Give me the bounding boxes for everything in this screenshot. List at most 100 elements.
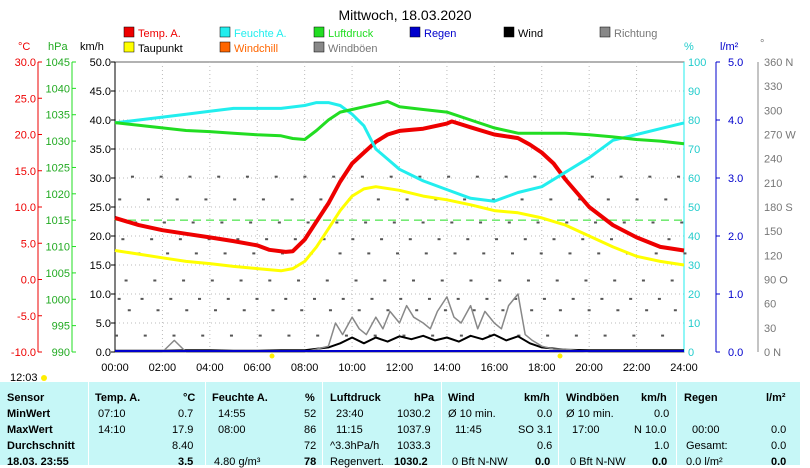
direction-point — [664, 198, 668, 201]
direction-point — [159, 175, 163, 178]
direction-point — [600, 297, 604, 300]
direction-point — [402, 334, 406, 337]
direction-point — [654, 252, 658, 255]
x-tick-label: 24:00 — [670, 362, 698, 374]
legend-label: Regen — [424, 28, 456, 40]
direction-tick-label: 60 — [764, 299, 776, 311]
direction-point — [431, 334, 435, 337]
legend-swatch — [313, 41, 325, 53]
direction-point — [124, 279, 128, 282]
legend-swatch — [503, 26, 515, 38]
x-tick-label: 02:00 — [149, 362, 177, 374]
direction-point — [223, 252, 227, 255]
wind-tick-label: 40.0 — [90, 115, 111, 127]
direction-point — [549, 198, 553, 201]
direction-point — [140, 297, 144, 300]
direction-point — [510, 252, 514, 255]
cell: 00:00 — [692, 424, 720, 436]
direction-point — [239, 279, 243, 282]
direction-point — [683, 252, 687, 255]
direction-point — [587, 309, 591, 312]
direction-point — [130, 175, 134, 178]
direction-point — [523, 238, 527, 241]
direction-point — [680, 221, 684, 224]
x-tick-label: 16:00 — [481, 362, 509, 374]
humidity-tick-label: 30 — [688, 260, 700, 272]
direction-point — [447, 175, 451, 178]
pressure-tick-label: 1015 — [46, 215, 70, 227]
direction-point — [360, 175, 364, 178]
direction-point — [245, 175, 249, 178]
direction-point — [172, 334, 176, 337]
direction-point — [380, 238, 384, 241]
direction-point — [443, 309, 447, 312]
temp-unit: °C — [183, 392, 196, 404]
direction-point — [437, 238, 441, 241]
direction-point — [185, 309, 189, 312]
wind-unit: km/h — [524, 392, 550, 404]
x-tick-label: 20:00 — [575, 362, 603, 374]
direction-point — [287, 334, 291, 337]
direction-point — [651, 221, 655, 224]
rain-header: Regen — [684, 392, 718, 404]
cell: 14:55 — [218, 408, 246, 420]
direction-point — [667, 238, 671, 241]
humidity-tick-label: 0 — [688, 347, 694, 359]
direction-point — [364, 221, 368, 224]
cell: ^3.3hPa/h — [330, 440, 380, 452]
direction-point — [427, 297, 431, 300]
direction-point — [463, 198, 467, 201]
direction-point — [609, 238, 613, 241]
direction-point — [466, 238, 470, 241]
humidity-tick-label: 20 — [688, 289, 700, 301]
direction-point — [316, 334, 320, 337]
direction-point — [613, 279, 617, 282]
direction-point — [635, 198, 639, 201]
temp-tick-label: 5.0 — [21, 238, 36, 250]
direction-point — [392, 221, 396, 224]
direction-point — [153, 279, 157, 282]
direction-tick-label: 240 — [764, 154, 782, 166]
direction-tick-label: 360 N — [764, 57, 793, 69]
humidity-axis-unit: % — [684, 41, 694, 53]
direction-point — [115, 334, 118, 337]
direction-point — [453, 252, 457, 255]
rain-unit: l/m² — [766, 392, 786, 404]
direction-point — [268, 279, 272, 282]
direction-point — [594, 221, 598, 224]
cell: 23:40 — [336, 408, 364, 420]
cell: 17.9 — [172, 424, 194, 436]
direction-point — [156, 309, 160, 312]
humidity-header: Feuchte A. — [212, 392, 268, 404]
direction-point — [456, 297, 460, 300]
cell: 0.0 — [654, 408, 670, 420]
temp-tick-label: 10.0 — [15, 202, 36, 214]
direction-point — [236, 238, 240, 241]
direction-point — [127, 309, 131, 312]
cell: 0.0 — [537, 408, 553, 420]
temp-tick-label: 30.0 — [15, 57, 36, 69]
wind-tick-label: 45.0 — [90, 86, 111, 98]
legend-label: Windböen — [328, 43, 378, 55]
wind-tick-label: 35.0 — [90, 144, 111, 156]
direction-tick-label: 330 — [764, 81, 782, 93]
direction-point — [357, 309, 361, 312]
temp-a-line — [114, 119, 685, 254]
legend-swatch — [219, 26, 231, 38]
legend-swatch — [123, 26, 135, 38]
direction-point — [351, 238, 355, 241]
pressure-tick-label: 1045 — [46, 57, 70, 69]
direction-point — [396, 252, 400, 255]
direction-point — [332, 175, 336, 178]
sunrise-icon — [269, 353, 275, 359]
cell: Ø 10 min. — [566, 408, 614, 420]
weather-chart: Mittwoch, 18.03.2020 Temp. A. Feuchte A. Lu… — [10, 7, 796, 382]
direction-point — [389, 175, 393, 178]
direction-point — [306, 221, 310, 224]
direction-point — [210, 279, 214, 282]
direction-point — [265, 238, 269, 241]
cell: 14:10 — [98, 424, 126, 436]
temp-tick-label: 0.0 — [21, 275, 36, 287]
rain-axis-unit: l/m² — [720, 41, 739, 53]
direction-point — [213, 309, 217, 312]
